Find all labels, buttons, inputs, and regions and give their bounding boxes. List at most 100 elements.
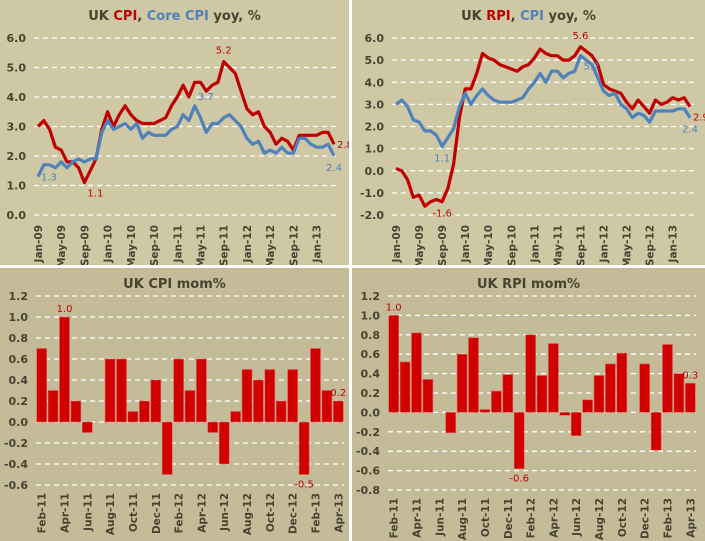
y-tick-label: 0.4 xyxy=(361,368,381,381)
x-tick-label: Jun-12 xyxy=(571,498,583,537)
bar xyxy=(82,421,93,433)
y-tick-label: 5.0 xyxy=(365,54,385,67)
data-label: 1.1 xyxy=(434,153,450,164)
y-tick-label: 3.0 xyxy=(7,121,27,134)
bar xyxy=(298,421,310,475)
x-tick-label: Jan-12 xyxy=(242,225,254,263)
x-tick-label: Apr-12 xyxy=(196,493,208,533)
y-tick-label: -0.8 xyxy=(356,484,380,497)
chart-title-part: , xyxy=(511,9,520,24)
bar xyxy=(513,412,525,469)
x-tick-label: May-09 xyxy=(56,225,68,265)
data-label: -0.6 xyxy=(509,474,529,485)
bar xyxy=(684,383,696,413)
y-tick-label: -0.6 xyxy=(356,465,380,478)
x-tick-label: Sep-11 xyxy=(219,225,231,265)
bar xyxy=(548,343,559,413)
data-label: 2.4 xyxy=(326,163,342,174)
bar xyxy=(116,358,127,423)
bar xyxy=(332,400,344,423)
x-tick-label: Aug-11 xyxy=(457,498,469,540)
series-line-cpi xyxy=(36,59,336,185)
y-tick-label: 1.2 xyxy=(9,290,29,303)
x-tick-label: Jun-11 xyxy=(82,493,94,532)
bar xyxy=(127,411,139,423)
bar xyxy=(525,334,536,413)
y-tick-label: -0.2 xyxy=(356,426,380,439)
y-tick-label: 2.0 xyxy=(7,150,27,163)
chart-canvas: UK RPI mom% -0.8 -0.6 -0.4 -0.2 0.0 0.2 0.4 0.6 0… xyxy=(352,268,705,541)
y-tick-label: 0.0 xyxy=(361,406,381,419)
bar xyxy=(468,337,479,413)
x-tick-label: Apr-11 xyxy=(412,498,424,538)
bar xyxy=(502,374,514,413)
x-tick-label: Apr-13 xyxy=(685,498,697,538)
x-tick-label: Oct-12 xyxy=(617,498,629,537)
x-tick-label: Feb-13 xyxy=(662,498,674,538)
x-tick-label: Oct-11 xyxy=(128,493,140,532)
x-tick-label: Feb-11 xyxy=(37,493,49,533)
bar xyxy=(230,411,241,423)
data-label: 2.8 xyxy=(337,140,349,151)
chart-cpi-mom: UK CPI mom% -0.6 -0.4 -0.2 0.0 0.2 0.4 0.6 0.8 1.… xyxy=(0,268,349,541)
bar xyxy=(673,373,685,413)
y-tick-label: 1.0 xyxy=(365,143,385,156)
x-tick-label: Jan-10 xyxy=(460,225,472,263)
bar xyxy=(275,400,287,423)
x-tick-label: Sep-09 xyxy=(437,225,449,265)
x-tick-label: Jan-13 xyxy=(668,225,680,263)
bar xyxy=(287,369,298,423)
x-tick-label: Jun-11 xyxy=(434,498,446,537)
chart-title-part: CPI xyxy=(113,9,137,24)
y-tick-label: 1.0 xyxy=(9,311,29,324)
x-tick-label: Aug-11 xyxy=(105,493,117,535)
x-tick-label: May-10 xyxy=(126,225,138,265)
data-label: -0.5 xyxy=(294,480,314,491)
y-tick-label: 6.0 xyxy=(7,32,27,45)
chart-canvas: UK CPI, Core CPI yoy, % 0.0 1.0 2.0 3.0 4.0 5.… xyxy=(0,0,349,265)
x-tick-label: Jun-12 xyxy=(219,493,231,532)
bar xyxy=(388,315,400,413)
y-tick-label: 0.8 xyxy=(9,332,29,345)
chart-background xyxy=(352,0,705,265)
y-tick-label: 0.6 xyxy=(361,348,381,361)
chart-canvas: UK RPI, CPI yoy, % -2.0 -1.0 0.0 1.0 2.0 3.0 4.… xyxy=(352,0,705,265)
chart-background xyxy=(0,0,349,265)
x-tick-label: Sep-12 xyxy=(645,225,657,265)
chart-cpi-core-yoy: UK CPI, Core CPI yoy, % 0.0 1.0 2.0 3.0 4.0 5.… xyxy=(0,0,349,265)
data-label: -1.6 xyxy=(432,209,452,220)
x-tick-label: Feb-13 xyxy=(310,493,322,533)
y-tick-label: -0.2 xyxy=(4,437,28,450)
x-tick-label: Oct-12 xyxy=(265,493,277,532)
bar xyxy=(445,412,456,434)
y-tick-label: 0.6 xyxy=(9,353,29,366)
y-tick-label: 0.2 xyxy=(9,395,29,408)
chart-title-part: CPI xyxy=(520,9,544,24)
y-tick-label: 0.2 xyxy=(361,387,381,400)
x-tick-label: Apr-13 xyxy=(333,493,345,533)
bar xyxy=(536,375,548,413)
chart-title-part: UK xyxy=(461,9,486,24)
x-tick-label: Jan-11 xyxy=(529,225,541,263)
bar xyxy=(104,358,116,423)
y-tick-label: 0.0 xyxy=(7,209,27,222)
bar xyxy=(184,390,196,423)
y-tick-label: -1.0 xyxy=(360,187,384,200)
x-tick-label: Jan-13 xyxy=(312,225,324,263)
data-label: 1.3 xyxy=(41,173,57,184)
y-tick-label: -2.0 xyxy=(360,209,384,222)
chart-rpi-mom: UK RPI mom% -0.8 -0.6 -0.4 -0.2 0.0 0.2 0.4 0.6 0… xyxy=(352,268,705,541)
x-tick-label: Sep-10 xyxy=(149,225,161,265)
data-label: 0.2 xyxy=(330,388,346,399)
data-label: 2.4 xyxy=(682,125,698,136)
y-tick-label: -0.4 xyxy=(4,458,28,471)
chart-title: UK RPI mom% xyxy=(477,277,580,292)
y-tick-label: -0.4 xyxy=(356,445,380,458)
data-label: 5.2 xyxy=(583,62,599,73)
bar xyxy=(161,421,173,475)
x-tick-label: May-11 xyxy=(196,225,208,265)
bar xyxy=(70,400,82,423)
x-tick-label: Sep-12 xyxy=(288,225,300,265)
y-tick-label: 0.4 xyxy=(9,374,29,387)
bar xyxy=(253,379,264,423)
